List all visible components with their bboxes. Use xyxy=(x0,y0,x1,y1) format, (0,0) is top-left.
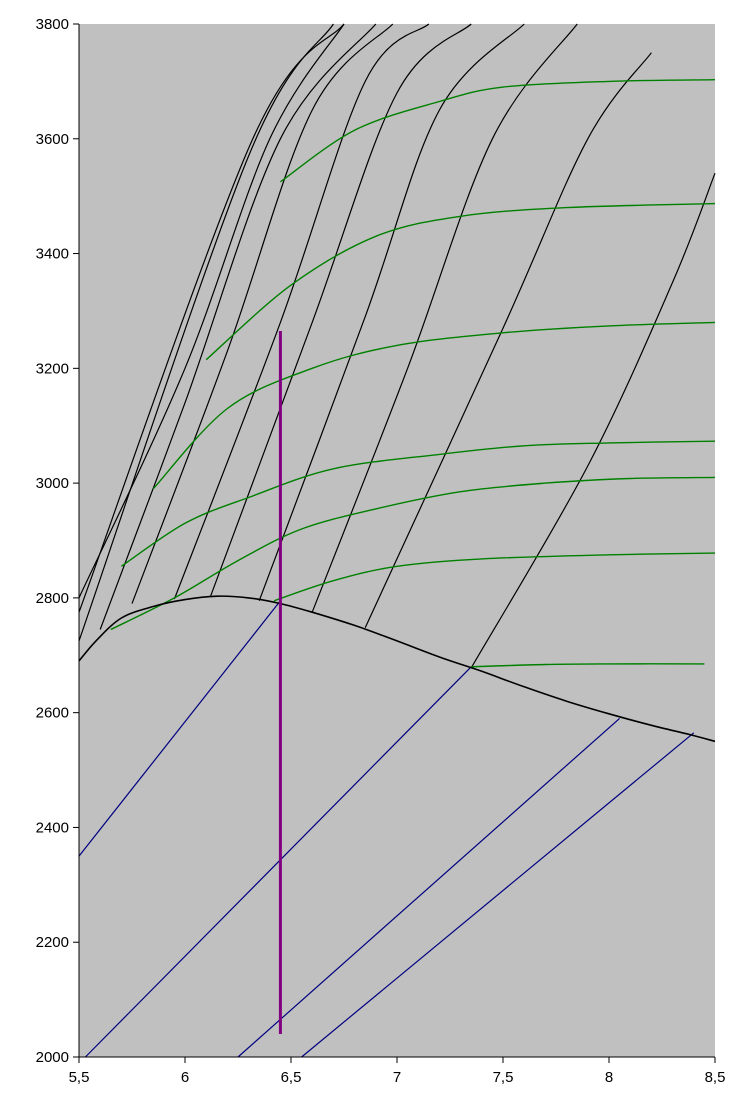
isotherm-6 xyxy=(471,663,705,668)
isobar-lines xyxy=(78,23,716,669)
wet-line-2 xyxy=(237,717,620,1058)
wet-line-3 xyxy=(301,732,695,1058)
isotherm-2 xyxy=(152,321,716,490)
isobar-1 xyxy=(78,23,345,613)
isotherm-5 xyxy=(273,552,716,602)
y-tick-label-7: 3400 xyxy=(36,246,69,263)
isobar-5 xyxy=(173,23,430,600)
x-tick-label-4: 7,5 xyxy=(493,1069,514,1086)
wet-region-lines xyxy=(78,600,695,1058)
x-ticks: 5,5 6 6,5 7 7,5 8 8,5 xyxy=(69,1057,726,1086)
isobar-10 xyxy=(470,172,716,669)
isobar-9 xyxy=(364,52,652,628)
isobar-6 xyxy=(209,23,472,597)
y-tick-label-4: 2800 xyxy=(36,590,69,607)
x-tick-label-3: 7 xyxy=(393,1069,401,1086)
isobar-7 xyxy=(258,23,525,602)
y-tick-label-2: 2400 xyxy=(36,819,69,836)
isotherm-4 xyxy=(110,476,716,631)
isobar-2 xyxy=(78,23,345,599)
x-tick-label-1: 6 xyxy=(181,1069,189,1086)
wet-line-1 xyxy=(84,666,472,1058)
x-tick-label-5: 8 xyxy=(605,1069,613,1086)
plot-area xyxy=(79,24,715,1057)
saturation-curve-group xyxy=(78,595,716,743)
y-tick-label-6: 3200 xyxy=(36,360,69,377)
saturation-curve xyxy=(78,595,716,743)
isotherm-3 xyxy=(121,440,716,567)
wet-line-0 xyxy=(78,600,281,857)
y-ticks: 2000 2200 2400 2600 2800 3000 3200 3400 3600 3800 xyxy=(36,16,79,1066)
x-tick-label-6: 8,5 xyxy=(705,1069,726,1086)
y-tick-label-3: 2600 xyxy=(36,705,69,722)
isotherm-lines xyxy=(110,79,716,668)
y-tick-label-5: 3000 xyxy=(36,475,69,492)
isobar-8 xyxy=(311,23,578,613)
y-tick-label-0: 2000 xyxy=(36,1049,69,1066)
isobar-3 xyxy=(99,23,377,630)
x-tick-label-0: 5,5 xyxy=(69,1069,90,1086)
y-tick-label-9: 3800 xyxy=(36,16,69,33)
y-tick-label-8: 3600 xyxy=(36,131,69,148)
isotherm-1 xyxy=(205,202,716,361)
isotherm-0 xyxy=(280,79,716,183)
y-tick-label-1: 2200 xyxy=(36,934,69,951)
isobar-4 xyxy=(131,23,394,604)
x-tick-label-2: 6,5 xyxy=(281,1069,302,1086)
